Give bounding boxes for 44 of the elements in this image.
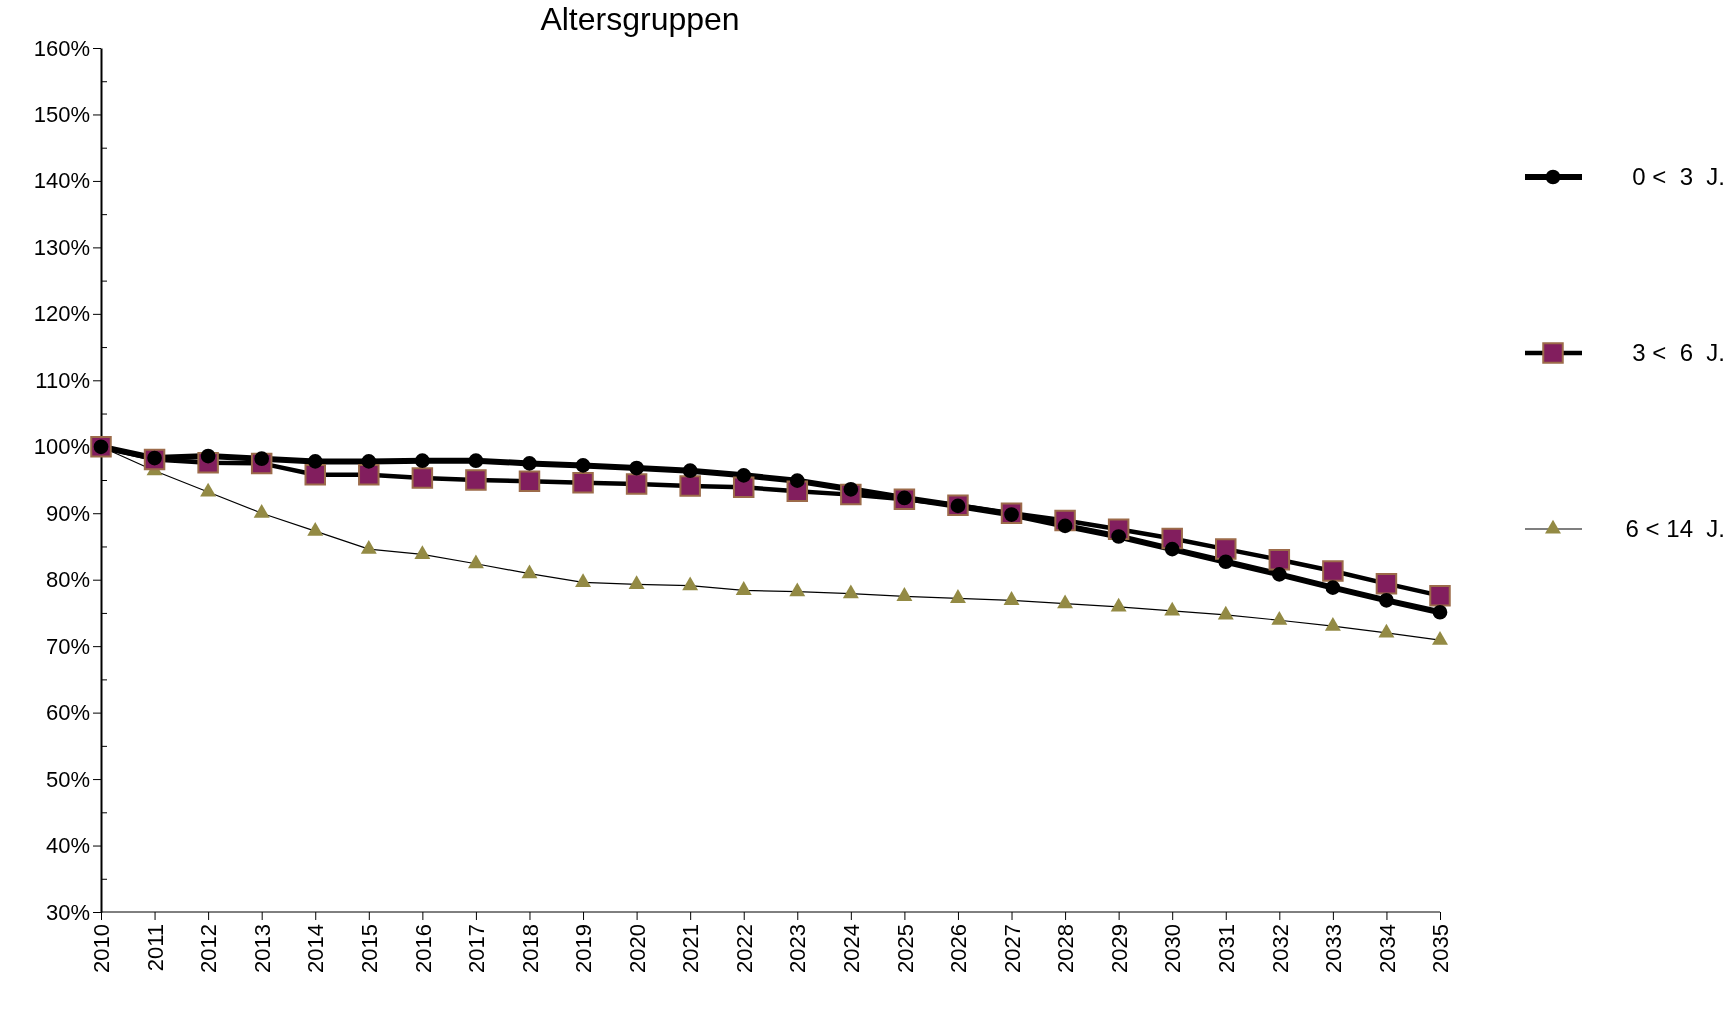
y-tick-label: 100% xyxy=(33,434,90,460)
y-tick-label: 50% xyxy=(45,766,90,792)
legend-label: 6 < 14 J. xyxy=(1625,515,1725,542)
x-tick-label: 2033 xyxy=(1321,924,1347,973)
y-tick-label: 70% xyxy=(45,633,90,659)
y-tick-label: 140% xyxy=(33,168,90,194)
legend-label: 3 < 6 J. xyxy=(1632,339,1725,366)
x-tick-label: 2024 xyxy=(839,924,865,973)
x-tick-label: 2013 xyxy=(249,924,275,973)
x-tick-label: 2020 xyxy=(624,924,650,973)
x-tick-label: 2031 xyxy=(1213,924,1239,973)
x-tick-label: 2010 xyxy=(89,924,115,973)
x-tick-label: 2019 xyxy=(571,924,597,973)
y-tick-label: 40% xyxy=(45,833,90,859)
x-tick-label: 2029 xyxy=(1106,924,1132,973)
x-tick-label: 2025 xyxy=(892,924,918,973)
x-tick-label: 2011 xyxy=(142,924,168,972)
x-tick-label: 2027 xyxy=(999,924,1025,973)
y-tick-label: 30% xyxy=(45,899,90,925)
x-tick-label: 2014 xyxy=(303,924,329,973)
x-tick-label: 2030 xyxy=(1160,924,1186,973)
y-tick-label: 60% xyxy=(45,700,90,726)
y-tick-label: 120% xyxy=(33,301,90,327)
x-tick-label: 2022 xyxy=(731,924,757,973)
x-tick-label: 2015 xyxy=(357,924,382,973)
x-tick-label: 2035 xyxy=(1428,924,1454,973)
x-tick-label: 2032 xyxy=(1267,924,1293,973)
y-tick-label: 150% xyxy=(33,102,90,127)
y-tick-label: 110% xyxy=(35,367,90,393)
legend-label: 0 < 3 J. xyxy=(1632,163,1725,190)
x-tick-label: 2021 xyxy=(678,924,704,973)
y-tick-label: 90% xyxy=(45,500,90,526)
y-tick-label: 80% xyxy=(45,567,90,593)
x-tick-label: 2017 xyxy=(464,924,490,973)
chart-title: Altersgruppen xyxy=(540,1,740,37)
x-tick-label: 2026 xyxy=(946,924,972,973)
y-tick-label: 130% xyxy=(33,234,90,260)
x-tick-label: 2016 xyxy=(410,924,436,973)
x-tick-label: 2023 xyxy=(785,924,811,973)
x-tick-label: 2018 xyxy=(517,924,543,973)
x-tick-label: 2012 xyxy=(196,924,222,973)
x-tick-label: 2028 xyxy=(1053,924,1079,973)
y-tick-label: 160% xyxy=(33,35,90,61)
x-tick-label: 2034 xyxy=(1374,924,1400,973)
